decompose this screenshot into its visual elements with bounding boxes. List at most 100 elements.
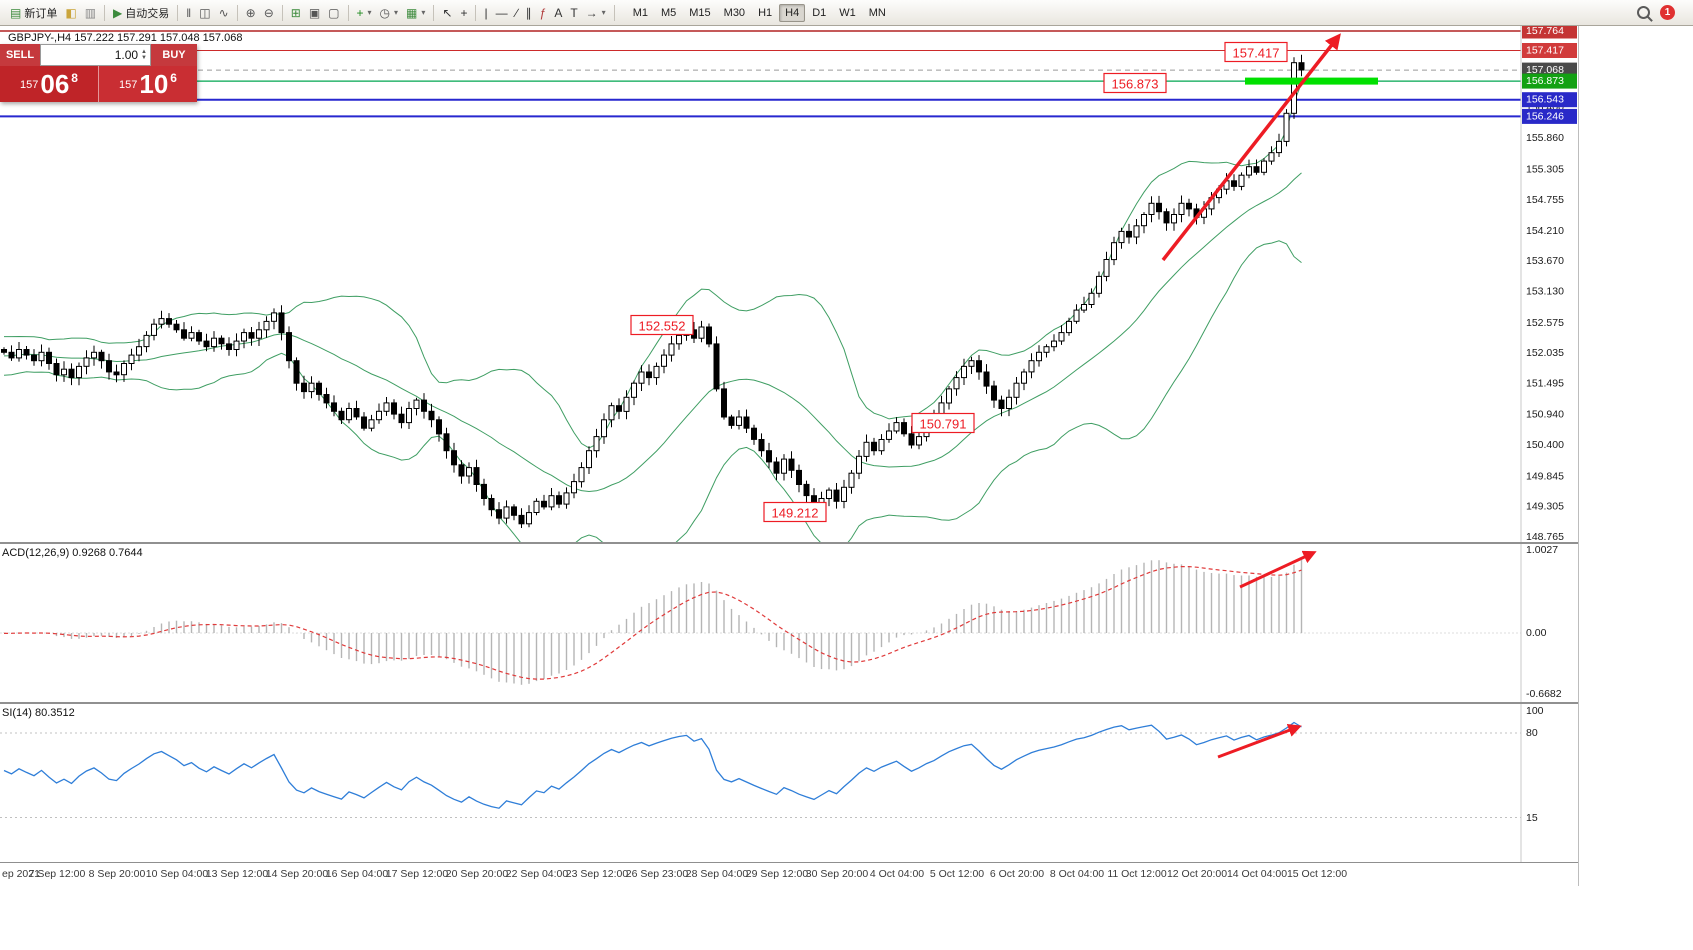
annotation-149.212[interactable]: 149.212	[763, 501, 827, 523]
text-button[interactable]: A	[550, 3, 566, 23]
timeframe-h4-button[interactable]: H4	[779, 3, 806, 22]
trendline-button[interactable]: ∕	[512, 3, 522, 23]
bollinger-bands	[3, 83, 1302, 542]
main-chart[interactable]: 157.417 156.873 152.552 150.791 149.212 156.4…	[0, 26, 1578, 542]
new-order-button[interactable]: ▤ 新订单	[6, 3, 61, 23]
arrows-tool-dropdown-icon[interactable]: ▾	[601, 8, 606, 17]
sell-price-sup: 8	[71, 71, 78, 85]
macd-panel[interactable]: 1.0027 0.00 -0.6682	[0, 544, 1578, 702]
time-label: 17 Sep 12:00	[385, 868, 449, 880]
sell-label[interactable]: SELL	[0, 44, 40, 66]
time-label: 15 Oct 12:00	[1286, 868, 1348, 880]
toolbar-separator	[475, 4, 477, 21]
timeframe-m5-button[interactable]: M5	[655, 4, 682, 22]
timeframe-mn-button[interactable]: MN	[863, 4, 892, 22]
time-axis[interactable]: ep 2021 7 Sep 12:00 8 Sep 20:00 10 Sep 04:0…	[0, 862, 1578, 886]
sell-button[interactable]: 157 06 8	[0, 66, 98, 102]
line-chart-icon: ∿	[218, 5, 229, 20]
timeframe-m30-button[interactable]: M30	[718, 4, 751, 22]
price-tick: 152.035	[1526, 347, 1564, 359]
rsi-panel[interactable]: 100 80 15	[0, 704, 1578, 862]
tile-windows-icon: ⊞	[290, 5, 301, 20]
highlight-line[interactable]	[1245, 77, 1378, 85]
toolbar-separator	[347, 4, 349, 21]
svg-text:157.068: 157.068	[1526, 64, 1564, 76]
indicators-dropdown-icon[interactable]: ▾	[367, 8, 372, 17]
autotrading-button[interactable]: ▶ 自动交易	[109, 3, 173, 23]
notification-badge[interactable]: 1	[1660, 5, 1675, 20]
macd-arrow[interactable]	[1239, 550, 1317, 589]
templates-button[interactable]: ▦ ▾	[402, 3, 429, 23]
volume-spinner[interactable]: ▲ ▼	[141, 49, 147, 61]
price-tick: 155.860	[1526, 132, 1564, 144]
buy-price-prefix: 157	[119, 79, 138, 91]
templates-dropdown-icon[interactable]: ▾	[421, 8, 426, 17]
time-label: 28 Sep 04:00	[685, 868, 749, 880]
price-tick: 149.845	[1526, 470, 1564, 482]
rsi-arrow[interactable]	[1217, 723, 1302, 759]
svg-text:156.246: 156.246	[1526, 110, 1564, 122]
spinner-down-icon[interactable]: ▼	[141, 55, 147, 61]
price-axis[interactable]: 156.400155.860155.305154.755154.210153.6…	[1520, 26, 1577, 542]
tile-windows-button[interactable]: ⊞	[287, 3, 305, 23]
trade-panel-price-row: 157 06 8 157 10 6	[0, 66, 197, 102]
search-icon[interactable]	[1637, 6, 1650, 19]
timeframe-m1-button[interactable]: M1	[627, 4, 654, 22]
annotation-152.552[interactable]: 152.552	[630, 314, 694, 336]
time-label: 12 Oct 20:00	[1166, 868, 1228, 880]
panel-splitter[interactable]	[0, 702, 1578, 704]
periods-button[interactable]: ◷ ▾	[376, 3, 403, 23]
toolbar-buttons: ▤ 新订单 ◧ ▥ ▶ 自动交易 ‖ ◫ ∿ ⊕ ⊖ ⊞ ▣ ▢ + ▾ ◷ ▾ ▦ ▾ ↖ + | — ∕ ∥ ƒ A T → ▾	[6, 3, 619, 23]
annotation-157.417[interactable]: 157.417	[1224, 41, 1288, 63]
svg-text:156.543: 156.543	[1526, 94, 1564, 106]
indicators-button[interactable]: + ▾	[353, 3, 376, 23]
volume-input[interactable]: 1.00 ▲ ▼	[40, 44, 151, 66]
timeframe-h1-button[interactable]: H1	[752, 4, 778, 22]
auto-arrange-button[interactable]: ▣	[305, 3, 324, 23]
autotrading-icon: ▶	[113, 5, 123, 20]
line-chart-button[interactable]: ∿	[215, 3, 233, 23]
spinner-up-icon[interactable]: ▲	[141, 49, 147, 55]
buy-label[interactable]: BUY	[151, 44, 197, 66]
macd-signal-line	[3, 566, 1302, 680]
candlesticks	[1, 54, 1305, 528]
arrows-tool-icon: →	[585, 5, 598, 20]
one-click-trading-panel: SELL 1.00 ▲ ▼ BUY 157 06 8 157	[0, 44, 197, 102]
crosshair-button[interactable]: +	[456, 3, 471, 23]
chart-profiles-button[interactable]: ◧	[61, 3, 80, 23]
arrows-tool-button[interactable]: → ▾	[582, 3, 610, 23]
horizontal-line-button[interactable]: —	[492, 3, 512, 23]
chart-shift-button[interactable]: ▢	[324, 3, 343, 23]
text-label-button[interactable]: T	[566, 3, 581, 23]
timeframe-m15-button[interactable]: M15	[683, 4, 716, 22]
time-label: 14 Oct 04:00	[1226, 868, 1288, 880]
buy-price-big: 10	[139, 69, 169, 99]
time-label: 30 Sep 20:00	[805, 868, 869, 880]
bollinger-middle-line	[3, 172, 1302, 493]
trend-arrow[interactable]	[1161, 33, 1341, 262]
rsi-axis-label: 80	[1526, 727, 1538, 739]
time-label: 8 Oct 04:00	[1049, 868, 1105, 880]
candle-chart-button[interactable]: ◫	[195, 3, 214, 23]
time-label: 26 Sep 23:00	[625, 868, 689, 880]
timeframe-d1-button[interactable]: D1	[806, 4, 832, 22]
chart-profiles-icon: ◧	[65, 5, 77, 20]
annotation-156.873[interactable]: 156.873	[1103, 72, 1167, 94]
zoom-out-button[interactable]: ⊖	[260, 3, 278, 23]
bar-chart-button[interactable]: ‖	[182, 3, 195, 23]
indicators-icon: +	[356, 5, 364, 20]
cursor-button[interactable]: ↖	[438, 3, 456, 23]
data-window-button[interactable]: ▥	[81, 3, 100, 23]
fibonacci-button[interactable]: ƒ	[536, 3, 551, 23]
periods-dropdown-icon[interactable]: ▾	[394, 8, 399, 17]
equidistant-channel-button[interactable]: ∥	[522, 3, 536, 23]
panel-splitter[interactable]	[0, 542, 1578, 544]
vertical-line-button[interactable]: |	[480, 3, 491, 23]
annotation-150.791[interactable]: 150.791	[911, 412, 975, 434]
timeframe-w1-button[interactable]: W1	[833, 4, 862, 22]
macd-axis-label: 0.00	[1526, 627, 1547, 639]
periods-icon: ◷	[379, 5, 391, 20]
buy-button[interactable]: 157 10 6	[98, 66, 197, 102]
price-tick: 153.670	[1526, 255, 1564, 267]
zoom-in-button[interactable]: ⊕	[242, 3, 260, 23]
